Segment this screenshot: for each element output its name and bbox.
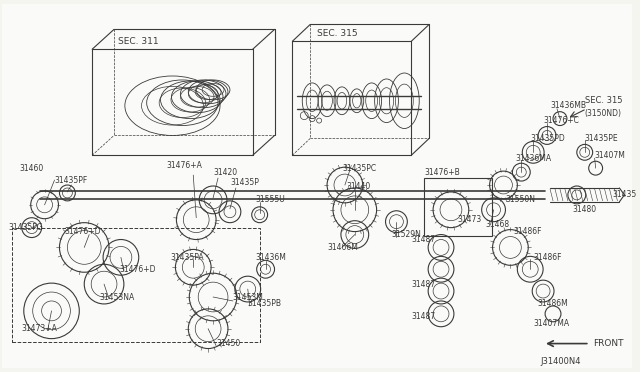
Text: 31476+A: 31476+A bbox=[166, 161, 202, 170]
Text: 31529N: 31529N bbox=[392, 230, 421, 239]
Text: 31407MA: 31407MA bbox=[533, 319, 570, 328]
Text: 31550N: 31550N bbox=[506, 195, 536, 204]
Bar bbox=[424, 178, 492, 235]
Text: FRONT: FRONT bbox=[593, 339, 623, 348]
Text: (3150ND): (3150ND) bbox=[585, 109, 621, 118]
Text: 31486F: 31486F bbox=[513, 227, 542, 236]
Text: 31487: 31487 bbox=[412, 280, 435, 289]
Text: J31400N4: J31400N4 bbox=[540, 357, 580, 366]
Text: 31435PF: 31435PF bbox=[54, 176, 88, 185]
Text: 31435PG: 31435PG bbox=[8, 223, 43, 232]
Text: 31436MA: 31436MA bbox=[515, 154, 552, 163]
Text: 31473+A: 31473+A bbox=[22, 324, 58, 333]
Text: 31435PA: 31435PA bbox=[170, 253, 204, 262]
Text: SEC. 315: SEC. 315 bbox=[317, 29, 357, 38]
Text: 31468: 31468 bbox=[486, 220, 509, 229]
Text: SEC. 311: SEC. 311 bbox=[118, 37, 159, 46]
Text: 31435PE: 31435PE bbox=[585, 134, 618, 143]
Text: 31466M: 31466M bbox=[327, 243, 358, 252]
Text: SEC. 315: SEC. 315 bbox=[585, 96, 622, 105]
Text: 31440: 31440 bbox=[347, 183, 371, 192]
Text: 31480: 31480 bbox=[573, 205, 597, 214]
Text: 31476+D: 31476+D bbox=[119, 265, 156, 274]
Text: 31453NA: 31453NA bbox=[99, 292, 134, 301]
Text: 31435PB: 31435PB bbox=[248, 299, 282, 308]
Text: 31473: 31473 bbox=[458, 215, 482, 224]
Text: 31453M: 31453M bbox=[233, 292, 264, 301]
Text: 31486M: 31486M bbox=[537, 299, 568, 308]
Text: 31420: 31420 bbox=[213, 168, 237, 177]
Text: 31486F: 31486F bbox=[533, 253, 562, 262]
Text: 31435PC: 31435PC bbox=[342, 164, 376, 173]
Text: 31476+B: 31476+B bbox=[424, 168, 460, 177]
Text: 31436M: 31436M bbox=[256, 253, 287, 262]
Text: 31435P: 31435P bbox=[230, 177, 259, 186]
Text: 31476+C: 31476+C bbox=[543, 116, 579, 125]
Text: 31435: 31435 bbox=[612, 190, 637, 199]
Text: 31487: 31487 bbox=[412, 312, 435, 321]
Text: 31476+D: 31476+D bbox=[65, 227, 101, 236]
Text: 31407M: 31407M bbox=[595, 151, 625, 160]
Text: 31460: 31460 bbox=[20, 164, 44, 173]
Text: 31487: 31487 bbox=[412, 235, 435, 244]
Bar bbox=[12, 228, 260, 341]
Text: 31555U: 31555U bbox=[256, 195, 285, 204]
Text: 31450: 31450 bbox=[216, 339, 240, 348]
Text: 31435PD: 31435PD bbox=[530, 134, 565, 143]
Text: 31436MB: 31436MB bbox=[550, 101, 586, 110]
